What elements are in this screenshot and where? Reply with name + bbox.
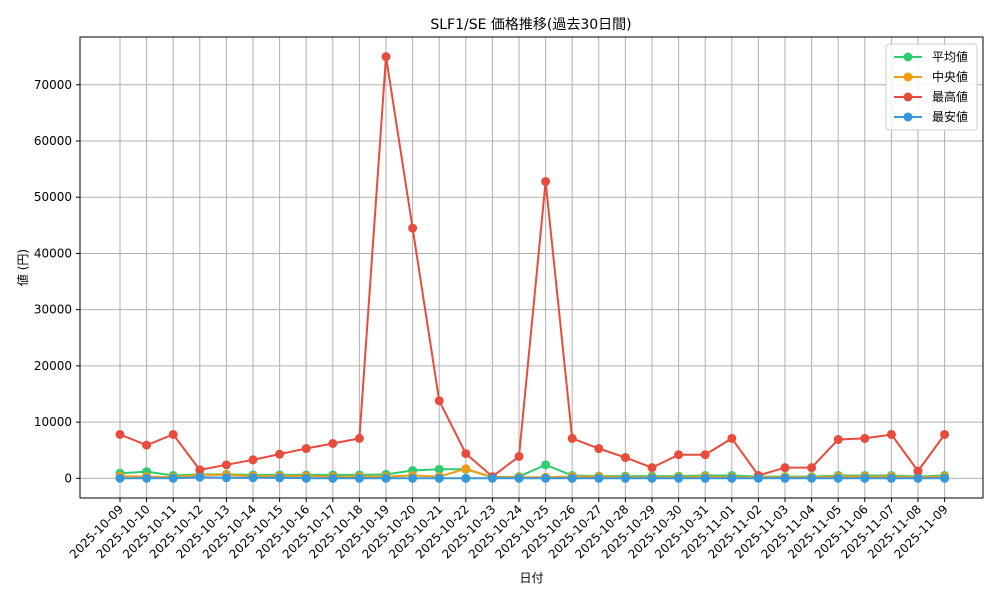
data-point (620, 453, 630, 463)
data-point (700, 450, 710, 460)
data-point (195, 472, 205, 482)
chart-title: SLF1/SE 価格推移(過去30日間) (430, 17, 631, 33)
data-point (541, 473, 551, 483)
grid (80, 37, 983, 498)
legend-label: 平均値 (932, 49, 968, 64)
data-point (487, 473, 497, 483)
data-point (727, 433, 737, 443)
data-point (647, 463, 657, 473)
data-point (168, 429, 178, 439)
legend-marker (903, 112, 913, 122)
data-point (833, 435, 843, 445)
series-layer (115, 52, 950, 483)
data-point (301, 473, 311, 483)
data-point (381, 52, 391, 62)
data-point (168, 473, 178, 483)
data-point (195, 465, 205, 475)
y-tick-label: 10000 (34, 415, 72, 429)
data-point (514, 451, 524, 461)
y-tick-label: 50000 (34, 190, 72, 204)
legend-label: 最高値 (932, 89, 968, 104)
series-3 (115, 472, 950, 483)
legend-marker (903, 92, 913, 102)
data-point (275, 449, 285, 459)
y-axis-label: 値 (円) (15, 249, 30, 286)
data-point (940, 473, 950, 483)
data-point (674, 450, 684, 460)
data-point (434, 473, 444, 483)
y-tick-label: 60000 (34, 134, 72, 148)
data-point (833, 473, 843, 483)
legend-label: 中央値 (932, 69, 968, 84)
data-point (780, 473, 790, 483)
data-point (381, 473, 391, 483)
data-point (567, 473, 577, 483)
data-point (354, 433, 364, 443)
data-point (594, 473, 604, 483)
legend-box (885, 43, 978, 131)
data-point (461, 473, 471, 483)
legend-marker (903, 72, 913, 82)
data-point (860, 473, 870, 483)
data-point (567, 433, 577, 443)
data-point (541, 176, 551, 186)
data-point (248, 455, 258, 465)
data-point (461, 464, 471, 474)
data-point (807, 463, 817, 473)
y-tick-label: 30000 (34, 303, 72, 317)
x-axis-label: 日付 (519, 571, 543, 585)
data-point (434, 464, 444, 474)
plot-frame (79, 36, 984, 499)
data-point (115, 473, 125, 483)
data-point (408, 473, 418, 483)
legend-marker (903, 52, 913, 62)
legend-label: 最安値 (932, 109, 968, 124)
data-point (221, 460, 231, 470)
data-point (807, 473, 817, 483)
data-point (142, 440, 152, 450)
data-point (647, 473, 657, 483)
data-point (541, 460, 551, 470)
y-tick-label: 40000 (34, 246, 72, 260)
data-point (275, 473, 285, 483)
data-point (115, 429, 125, 439)
data-point (913, 473, 923, 483)
data-point (674, 473, 684, 483)
data-point (408, 223, 418, 233)
series-line (120, 476, 945, 480)
data-point (248, 473, 258, 483)
data-point (886, 429, 896, 439)
data-point (328, 473, 338, 483)
y-tick-label: 70000 (34, 78, 72, 92)
data-point (594, 444, 604, 454)
y-tick-label: 0 (64, 471, 72, 485)
data-point (514, 473, 524, 483)
data-point (940, 429, 950, 439)
data-point (354, 473, 364, 483)
data-point (780, 463, 790, 473)
data-point (620, 473, 630, 483)
data-point (461, 449, 471, 459)
data-point (860, 433, 870, 443)
data-point (142, 473, 152, 483)
data-point (727, 473, 737, 483)
data-point (221, 473, 231, 483)
data-point (886, 473, 896, 483)
data-point (434, 396, 444, 406)
y-tick-label: 20000 (34, 359, 72, 373)
data-point (913, 466, 923, 476)
data-point (700, 473, 710, 483)
data-point (301, 444, 311, 454)
data-point (753, 473, 763, 483)
data-point (328, 438, 338, 448)
